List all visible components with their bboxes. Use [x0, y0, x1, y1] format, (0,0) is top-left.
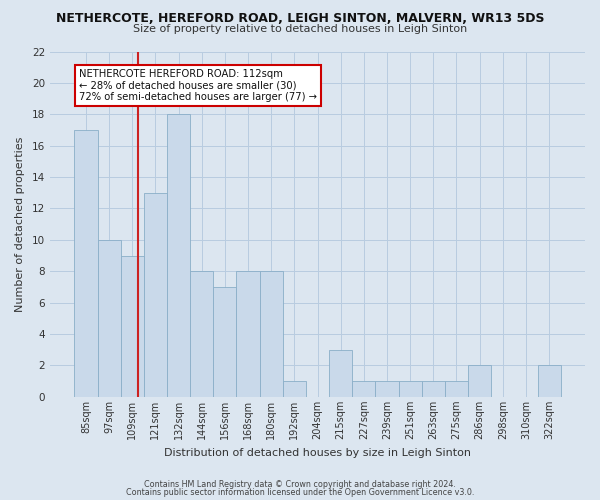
Bar [214, 287, 236, 397]
Text: Contains public sector information licensed under the Open Government Licence v3: Contains public sector information licen… [126, 488, 474, 497]
Bar [468, 366, 491, 397]
Bar [74, 130, 98, 397]
Bar [236, 272, 260, 397]
Bar [352, 381, 376, 397]
X-axis label: Distribution of detached houses by size in Leigh Sinton: Distribution of detached houses by size … [164, 448, 471, 458]
Bar [329, 350, 352, 397]
Bar [376, 381, 398, 397]
Bar [167, 114, 190, 397]
Text: NETHERCOTE, HEREFORD ROAD, LEIGH SINTON, MALVERN, WR13 5DS: NETHERCOTE, HEREFORD ROAD, LEIGH SINTON,… [56, 12, 544, 26]
Text: NETHERCOTE HEREFORD ROAD: 112sqm
← 28% of detached houses are smaller (30)
72% o: NETHERCOTE HEREFORD ROAD: 112sqm ← 28% o… [79, 69, 317, 102]
Bar [538, 366, 560, 397]
Bar [422, 381, 445, 397]
Bar [445, 381, 468, 397]
Bar [98, 240, 121, 397]
Bar [283, 381, 306, 397]
Bar [260, 272, 283, 397]
Text: Contains HM Land Registry data © Crown copyright and database right 2024.: Contains HM Land Registry data © Crown c… [144, 480, 456, 489]
Bar [190, 272, 214, 397]
Bar [144, 193, 167, 397]
Text: Size of property relative to detached houses in Leigh Sinton: Size of property relative to detached ho… [133, 24, 467, 34]
Y-axis label: Number of detached properties: Number of detached properties [15, 136, 25, 312]
Bar [121, 256, 144, 397]
Bar [398, 381, 422, 397]
